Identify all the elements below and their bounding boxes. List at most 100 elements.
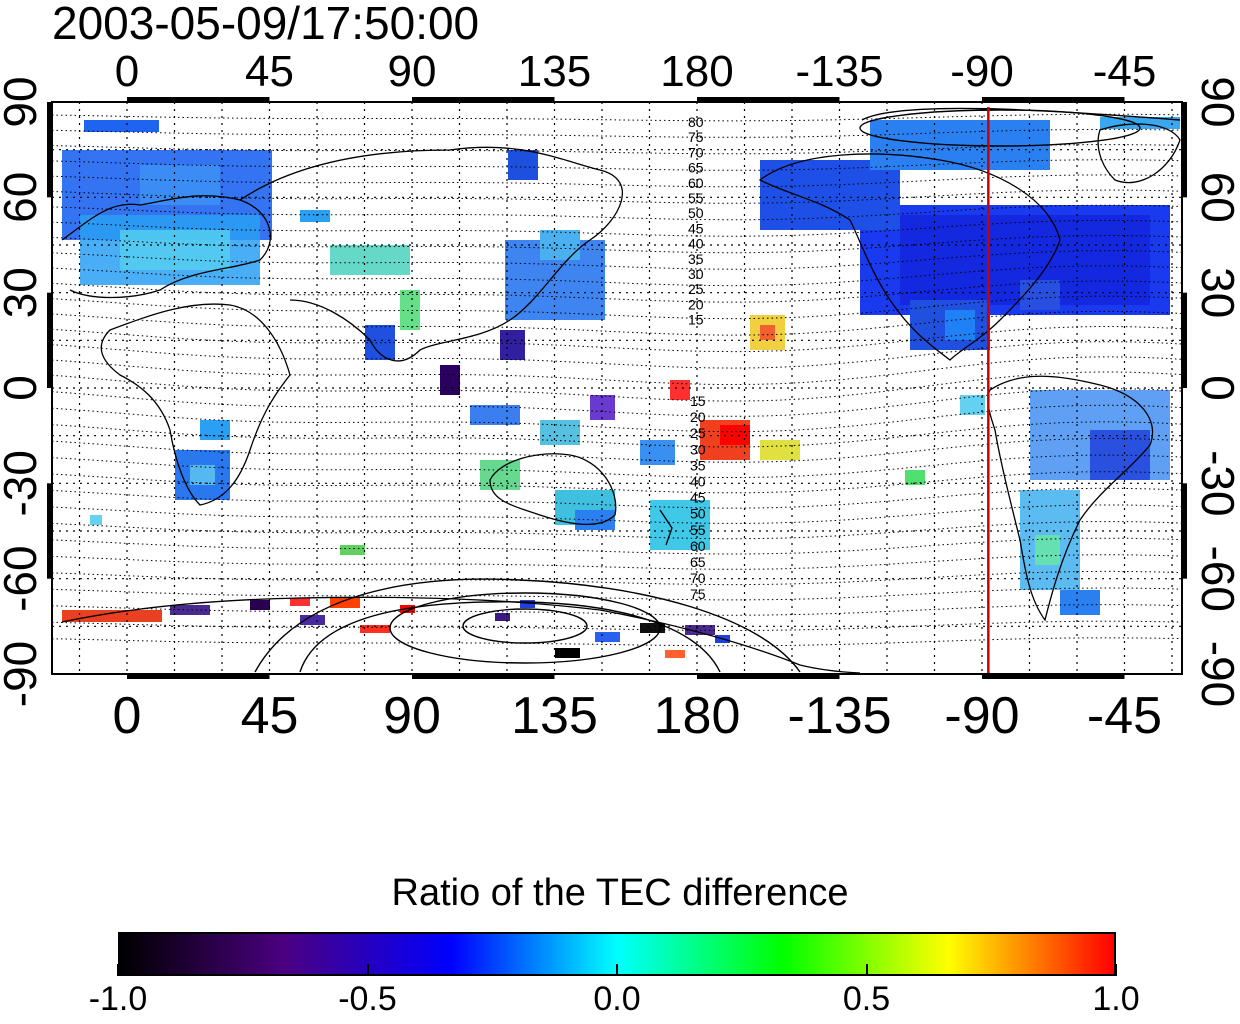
contour-line	[52, 637, 1182, 647]
axis-bar-top	[412, 97, 555, 102]
southern-contour-rings	[254, 107, 1181, 673]
axis-bar-top	[982, 97, 1125, 102]
contour-labels: 8075706560555045403530252015152025303540…	[688, 114, 706, 602]
colorbar-tick-label: 0.0	[593, 980, 641, 1018]
lat-tick-label: -30	[1192, 450, 1240, 516]
contour-line	[52, 620, 1182, 631]
lat-lon-grid	[52, 102, 1182, 674]
lon-tick-label: 135	[511, 687, 598, 745]
lon-tick-label: -90	[944, 687, 1019, 745]
contour-label: 45	[690, 490, 706, 506]
colorbar-tick-mark	[616, 964, 618, 976]
lon-tick-label: -135	[787, 687, 891, 745]
contour-label: 75	[690, 586, 706, 602]
axis-frame-bars	[47, 97, 1187, 679]
right-latitude-ticks: 90 60 30 0 -30 -60 -90	[1192, 76, 1240, 707]
lon-tick-label: -45	[1093, 47, 1157, 96]
contour-label: 15	[688, 312, 704, 328]
colorbar-tick-label: 1.0	[1092, 980, 1140, 1018]
lon-tick-label: 180	[654, 687, 741, 745]
coastlines	[61, 123, 1181, 674]
contour-line	[52, 554, 1182, 570]
contour-line	[52, 159, 1182, 171]
lon-tick-label: 0	[115, 47, 139, 96]
contour-label: 40	[688, 236, 704, 252]
contour-label: 55	[690, 522, 706, 538]
lat-tick-label: 30	[0, 267, 46, 318]
lat-tick-label: 0	[0, 375, 46, 401]
axis-bar-bottom	[982, 674, 1125, 679]
lon-tick-label: 90	[388, 47, 437, 96]
colorbar-tick-label: 0.5	[842, 980, 891, 1018]
axis-bar-left	[47, 483, 52, 579]
lat-tick-label: -90	[0, 641, 46, 707]
map-timestamp: 2003-05-09/17:50:00	[52, 0, 480, 49]
axis-bar-bottom	[412, 674, 555, 679]
colorbar-tick-mark	[865, 964, 868, 976]
axis-bar-top	[127, 97, 270, 102]
lon-tick-label: -135	[795, 47, 883, 96]
lat-tick-label: -90	[1192, 641, 1240, 707]
contour-line	[52, 388, 1182, 417]
contour-label: 20	[688, 296, 704, 312]
contour-label: 35	[690, 457, 706, 473]
contour-label: 75	[688, 129, 704, 145]
colorbar-tick-label: -0.5	[338, 980, 397, 1018]
axis-bar-right	[1182, 102, 1187, 198]
left-latitude-ticks: 90 60 30 0 -30 -60 -90	[0, 76, 46, 707]
tec-ratio-patches	[62, 117, 1180, 658]
contour-label: 50	[690, 506, 706, 522]
axis-bar-top	[697, 97, 840, 102]
colorbar-title: Ratio of the TEC difference	[391, 872, 849, 914]
contour-label: 30	[690, 441, 706, 457]
top-longitude-ticks: 0 45 90 135 180 -135 -90 -45	[115, 47, 1157, 96]
bottom-longitude-ticks: 0 45 90 135 180 -135 -90 -45	[113, 687, 1163, 745]
contour-label: 25	[688, 281, 704, 297]
lon-tick-label: 90	[383, 687, 441, 745]
axis-bar-bottom	[697, 674, 840, 679]
axis-bar-left	[47, 102, 52, 198]
colorbar-tick-label: -1.0	[88, 980, 148, 1018]
contour-label: 70	[688, 144, 704, 160]
lat-tick-label: 30	[1192, 267, 1240, 318]
colorbar-tick-mark	[1115, 964, 1117, 976]
contour-label: 20	[690, 409, 706, 425]
contour-label: 80	[688, 114, 704, 130]
axis-bar-left	[47, 292, 52, 388]
contour-label: 65	[690, 554, 706, 570]
axis-bar-right	[1182, 483, 1187, 579]
tec-ratio-map: 8075706560555045403530252015152025303540…	[0, 47, 1240, 745]
lat-tick-label: 60	[1192, 172, 1240, 223]
contour-label: 65	[688, 160, 704, 176]
contour-label: 70	[690, 570, 706, 586]
lon-tick-label: 45	[245, 47, 294, 96]
axis-bar-bottom	[127, 674, 270, 679]
lat-tick-label: 90	[1192, 76, 1240, 127]
lat-tick-label: 0	[1192, 375, 1240, 401]
contour-label: 55	[688, 190, 704, 206]
colorbar-tick-mark	[366, 964, 369, 976]
lat-tick-label: 60	[0, 172, 46, 223]
lon-tick-label: -45	[1087, 687, 1162, 745]
contour-label: 40	[690, 474, 706, 490]
lat-tick-label: -60	[0, 545, 46, 611]
contour-label: 25	[690, 425, 706, 441]
contour-label: 35	[688, 251, 704, 267]
lon-tick-label: 180	[660, 47, 733, 96]
lon-tick-label: 135	[518, 47, 591, 96]
contour-label: 30	[688, 266, 704, 282]
contour-line	[52, 604, 1182, 616]
contour-label: 50	[688, 205, 704, 221]
contour-label: 60	[688, 175, 704, 191]
contour-line	[52, 128, 1182, 138]
lon-tick-label: 45	[241, 687, 299, 745]
lat-tick-label: 90	[0, 76, 46, 127]
lon-tick-label: 0	[113, 687, 142, 745]
contour-label: 15	[690, 393, 706, 409]
contour-label: 45	[688, 220, 704, 236]
contour-label: 60	[690, 538, 706, 554]
contour-line	[52, 113, 1182, 122]
axis-bar-right	[1182, 292, 1187, 388]
lon-tick-label: -90	[950, 47, 1014, 96]
lat-tick-label: -60	[1192, 545, 1240, 611]
